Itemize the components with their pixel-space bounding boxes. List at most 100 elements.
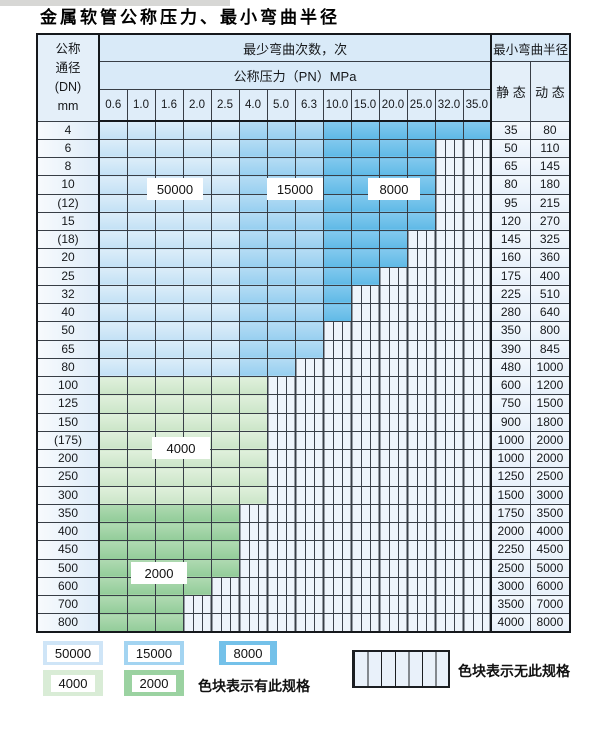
dn-cell: 450 xyxy=(36,540,100,560)
spec-available-cell xyxy=(98,120,128,140)
no-spec-cell xyxy=(322,339,352,359)
spec-available-cell xyxy=(266,120,296,140)
spec-available-cell xyxy=(154,412,184,432)
spec-available-cell xyxy=(98,375,128,396)
dynamic-radius-cell: 1500 xyxy=(529,394,571,414)
no-spec-cell xyxy=(434,339,464,359)
no-spec-cell xyxy=(294,540,324,560)
no-spec-cell xyxy=(322,485,352,505)
no-spec-cell xyxy=(266,540,296,560)
header-row-2: 公称压力（PN）MPa 静 态 动 态 xyxy=(37,61,571,122)
no-spec-cell xyxy=(322,375,352,396)
spec-available-cell xyxy=(350,229,380,250)
no-spec-cell xyxy=(238,594,268,615)
spec-available-cell xyxy=(322,266,352,286)
legend-swatch-label: 8000 xyxy=(225,644,271,662)
table-row-dn-50: 50 350 800 xyxy=(36,321,571,341)
dn-header-line: 公称 xyxy=(55,41,81,56)
spec-available-cell xyxy=(154,229,184,250)
spec-available-cell xyxy=(266,156,296,177)
no-spec-cell xyxy=(434,175,464,195)
spec-available-cell xyxy=(378,248,408,268)
spec-available-cell xyxy=(98,302,128,323)
no-spec-cell xyxy=(434,594,464,615)
dynamic-radius-cell: 800 xyxy=(529,321,571,341)
no-spec-cell xyxy=(462,503,492,524)
spec-available-cell xyxy=(322,193,352,213)
pressure-values-row: 0.6 1.0 1.6 2.0 2.5 4.0 5.0 6.3 10.0 15.0 20.0 25.0… xyxy=(37,89,570,122)
no-spec-cell xyxy=(350,558,380,578)
spec-available-cell xyxy=(182,248,212,268)
no-spec-cell xyxy=(350,467,380,487)
spec-available-cell xyxy=(378,211,408,232)
dynamic-radius-cell: 1200 xyxy=(529,375,571,396)
dn-cell: 350 xyxy=(36,503,100,524)
spec-available-cell xyxy=(154,375,184,396)
spec-available-cell xyxy=(210,211,240,232)
static-radius-cell: 480 xyxy=(490,357,531,378)
no-spec-cell xyxy=(322,576,352,597)
spec-available-cell xyxy=(238,430,268,451)
pressure-col-1.6: 1.6 xyxy=(154,89,184,122)
dn-cell: 65 xyxy=(36,339,100,359)
spec-available-cell xyxy=(154,211,184,232)
dynamic-radius-cell: 3500 xyxy=(529,503,571,524)
static-radius-cell: 1250 xyxy=(490,467,531,487)
no-spec-cell xyxy=(350,521,380,542)
dn-cell: 800 xyxy=(36,613,100,633)
spec-available-cell xyxy=(294,229,324,250)
spec-available-cell xyxy=(238,375,268,396)
spec-available-cell xyxy=(322,302,352,323)
spec-available-cell xyxy=(126,138,156,159)
no-spec-cell xyxy=(322,467,352,487)
dn-cell: 32 xyxy=(36,284,100,305)
static-radius-cell: 4000 xyxy=(490,613,531,633)
pressure-col-2.5: 2.5 xyxy=(210,89,240,122)
no-spec-cell xyxy=(434,229,464,250)
spec-available-cell xyxy=(98,248,128,268)
spec-available-cell xyxy=(98,521,128,542)
spec-available-cell xyxy=(98,321,128,341)
spec-available-cell xyxy=(98,485,128,505)
no-spec-cell xyxy=(434,375,464,396)
table-row-dn-400: 400 2000 4000 xyxy=(36,521,571,542)
legend-swatch-4000: 4000 xyxy=(43,670,103,696)
dynamic-radius-cell: 215 xyxy=(529,193,571,213)
no-spec-cell xyxy=(406,448,436,469)
spec-available-cell xyxy=(126,321,156,341)
spec-available-cell xyxy=(322,284,352,305)
spec-available-cell xyxy=(98,558,128,578)
pressure-col-1.0: 1.0 xyxy=(126,89,156,122)
spec-available-cell xyxy=(182,503,212,524)
dn-cell: 600 xyxy=(36,576,100,597)
spec-available-cell xyxy=(210,193,240,213)
static-radius-cell: 3500 xyxy=(490,594,531,615)
spec-available-cell xyxy=(98,448,128,469)
dynamic-radius-cell: 640 xyxy=(529,302,571,323)
legend-swatch-label: 2000 xyxy=(131,674,177,692)
no-spec-cell xyxy=(434,248,464,268)
spec-available-cell xyxy=(210,558,240,578)
dn-cell: (175) xyxy=(36,430,100,451)
static-header: 静 态 xyxy=(490,61,531,122)
zone-label-4000: 4000 xyxy=(152,437,210,459)
dn-cell: 40 xyxy=(36,302,100,323)
static-radius-cell: 35 xyxy=(490,120,531,140)
no-spec-cell xyxy=(322,540,352,560)
spec-available-cell xyxy=(266,248,296,268)
spec-available-cell xyxy=(98,613,128,633)
table-row-dn-700: 700 3500 7000 xyxy=(36,594,571,615)
no-spec-cell xyxy=(462,248,492,268)
no-spec-cell xyxy=(434,156,464,177)
spec-available-cell xyxy=(154,248,184,268)
no-spec-cell xyxy=(434,138,464,159)
pressure-col-2.0: 2.0 xyxy=(182,89,212,122)
spec-available-cell xyxy=(238,448,268,469)
spec-available-cell xyxy=(210,284,240,305)
spec-available-cell xyxy=(238,229,268,250)
dn-header-line: mm xyxy=(57,98,79,113)
no-spec-cell xyxy=(406,558,436,578)
spec-available-cell xyxy=(322,156,352,177)
no-spec-cell xyxy=(406,613,436,633)
